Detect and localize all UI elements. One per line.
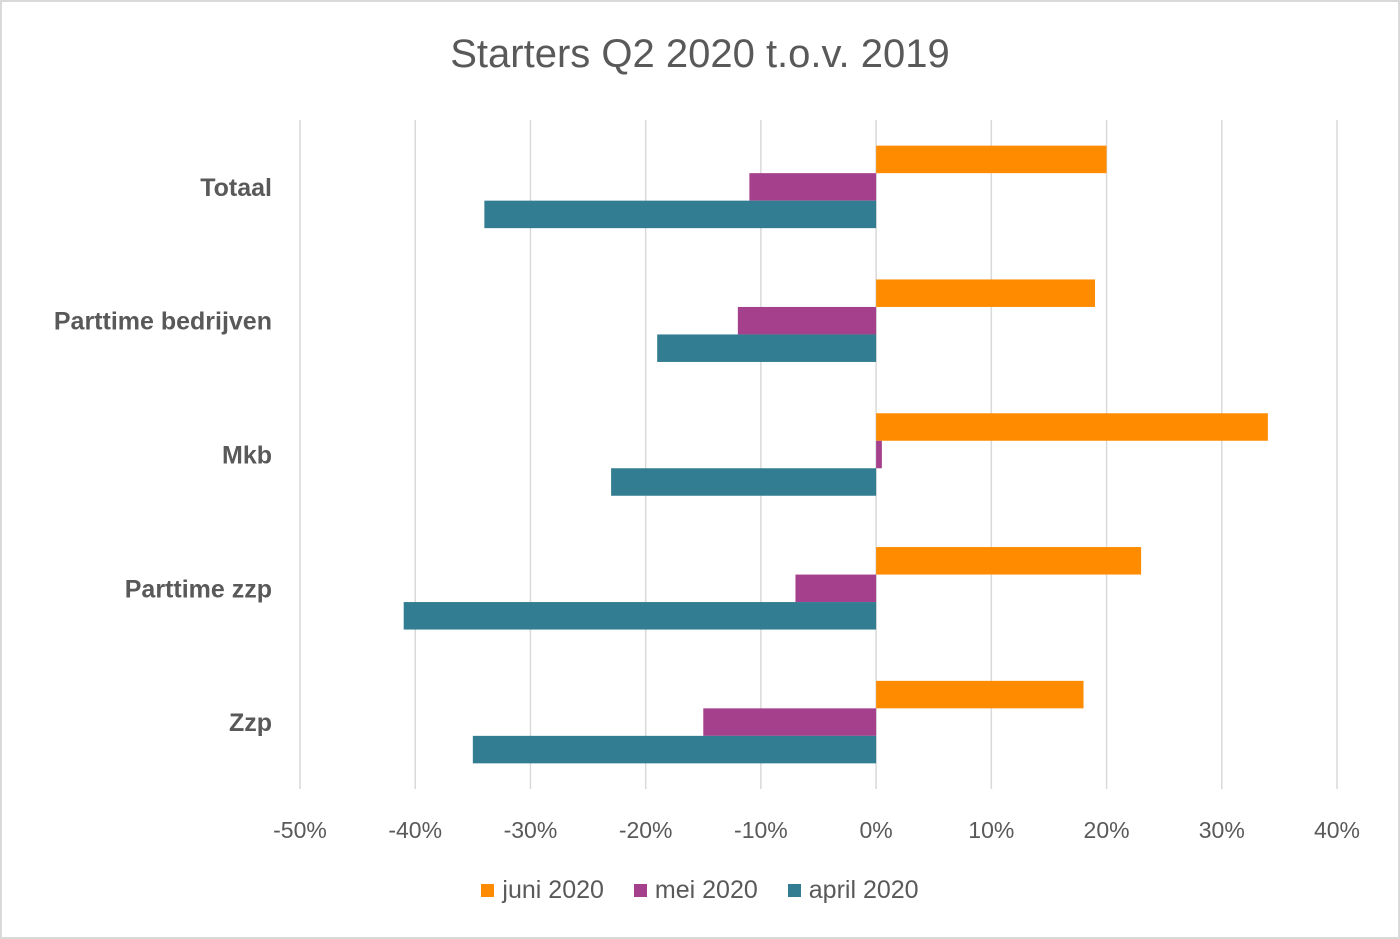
- bar-mei-2020-zzp: [703, 708, 877, 736]
- x-tick-label: -10%: [734, 817, 788, 843]
- x-tick-label: -50%: [273, 817, 327, 843]
- bar-juni-2020-zzp: [876, 680, 1084, 709]
- x-tick-label: 40%: [1314, 817, 1360, 843]
- x-tick-label: 20%: [1084, 817, 1130, 843]
- bar-april-2020-zzp: [472, 735, 877, 764]
- category-label: Zzp: [229, 709, 272, 737]
- bar-mei-2020-parttime-bedrijven: [737, 306, 877, 335]
- bar-juni-2020-parttime-bedrijven: [876, 279, 1096, 307]
- bar-juni-2020-parttime-zzp: [876, 547, 1142, 575]
- bar-juni-2020-mkb: [876, 413, 1268, 441]
- category-label: Parttime bedrijven: [54, 308, 272, 336]
- legend-item: april 2020: [787, 876, 919, 905]
- category-label: Totaal: [200, 174, 272, 202]
- legend-swatch: [633, 884, 647, 897]
- bar-april-2020-mkb: [611, 468, 877, 496]
- bar-april-2020-parttime-bedrijven: [657, 334, 877, 362]
- category-label: Mkb: [222, 442, 272, 470]
- x-tick-label: 30%: [1199, 817, 1245, 843]
- bar-april-2020-totaal: [484, 200, 877, 229]
- bar-mei-2020-parttime-zzp: [795, 574, 877, 603]
- x-tick-label: -40%: [388, 817, 442, 843]
- bar-april-2020-parttime-zzp: [403, 602, 877, 630]
- bar-mei-2020-mkb: [876, 440, 882, 469]
- legend-item: mei 2020: [633, 876, 758, 905]
- legend: juni 2020 mei 2020 april 2020: [2, 876, 1398, 905]
- x-tick-label: 0%: [859, 817, 892, 843]
- chart-title: Starters Q2 2020 t.o.v. 2019: [450, 32, 950, 76]
- category-label: Parttime zzp: [125, 575, 272, 603]
- x-tick-label: 10%: [968, 817, 1014, 843]
- bar-juni-2020-totaal: [876, 145, 1107, 174]
- x-tick-label: -20%: [619, 817, 673, 843]
- legend-swatch: [787, 884, 801, 897]
- legend-label: mei 2020: [654, 876, 758, 904]
- legend-swatch: [481, 884, 495, 897]
- bar-mei-2020-totaal: [749, 173, 877, 201]
- x-tick-label: -30%: [504, 817, 558, 843]
- legend-label: april 2020: [808, 876, 919, 904]
- legend-item: juni 2020: [481, 876, 604, 905]
- legend-label: juni 2020: [502, 876, 604, 904]
